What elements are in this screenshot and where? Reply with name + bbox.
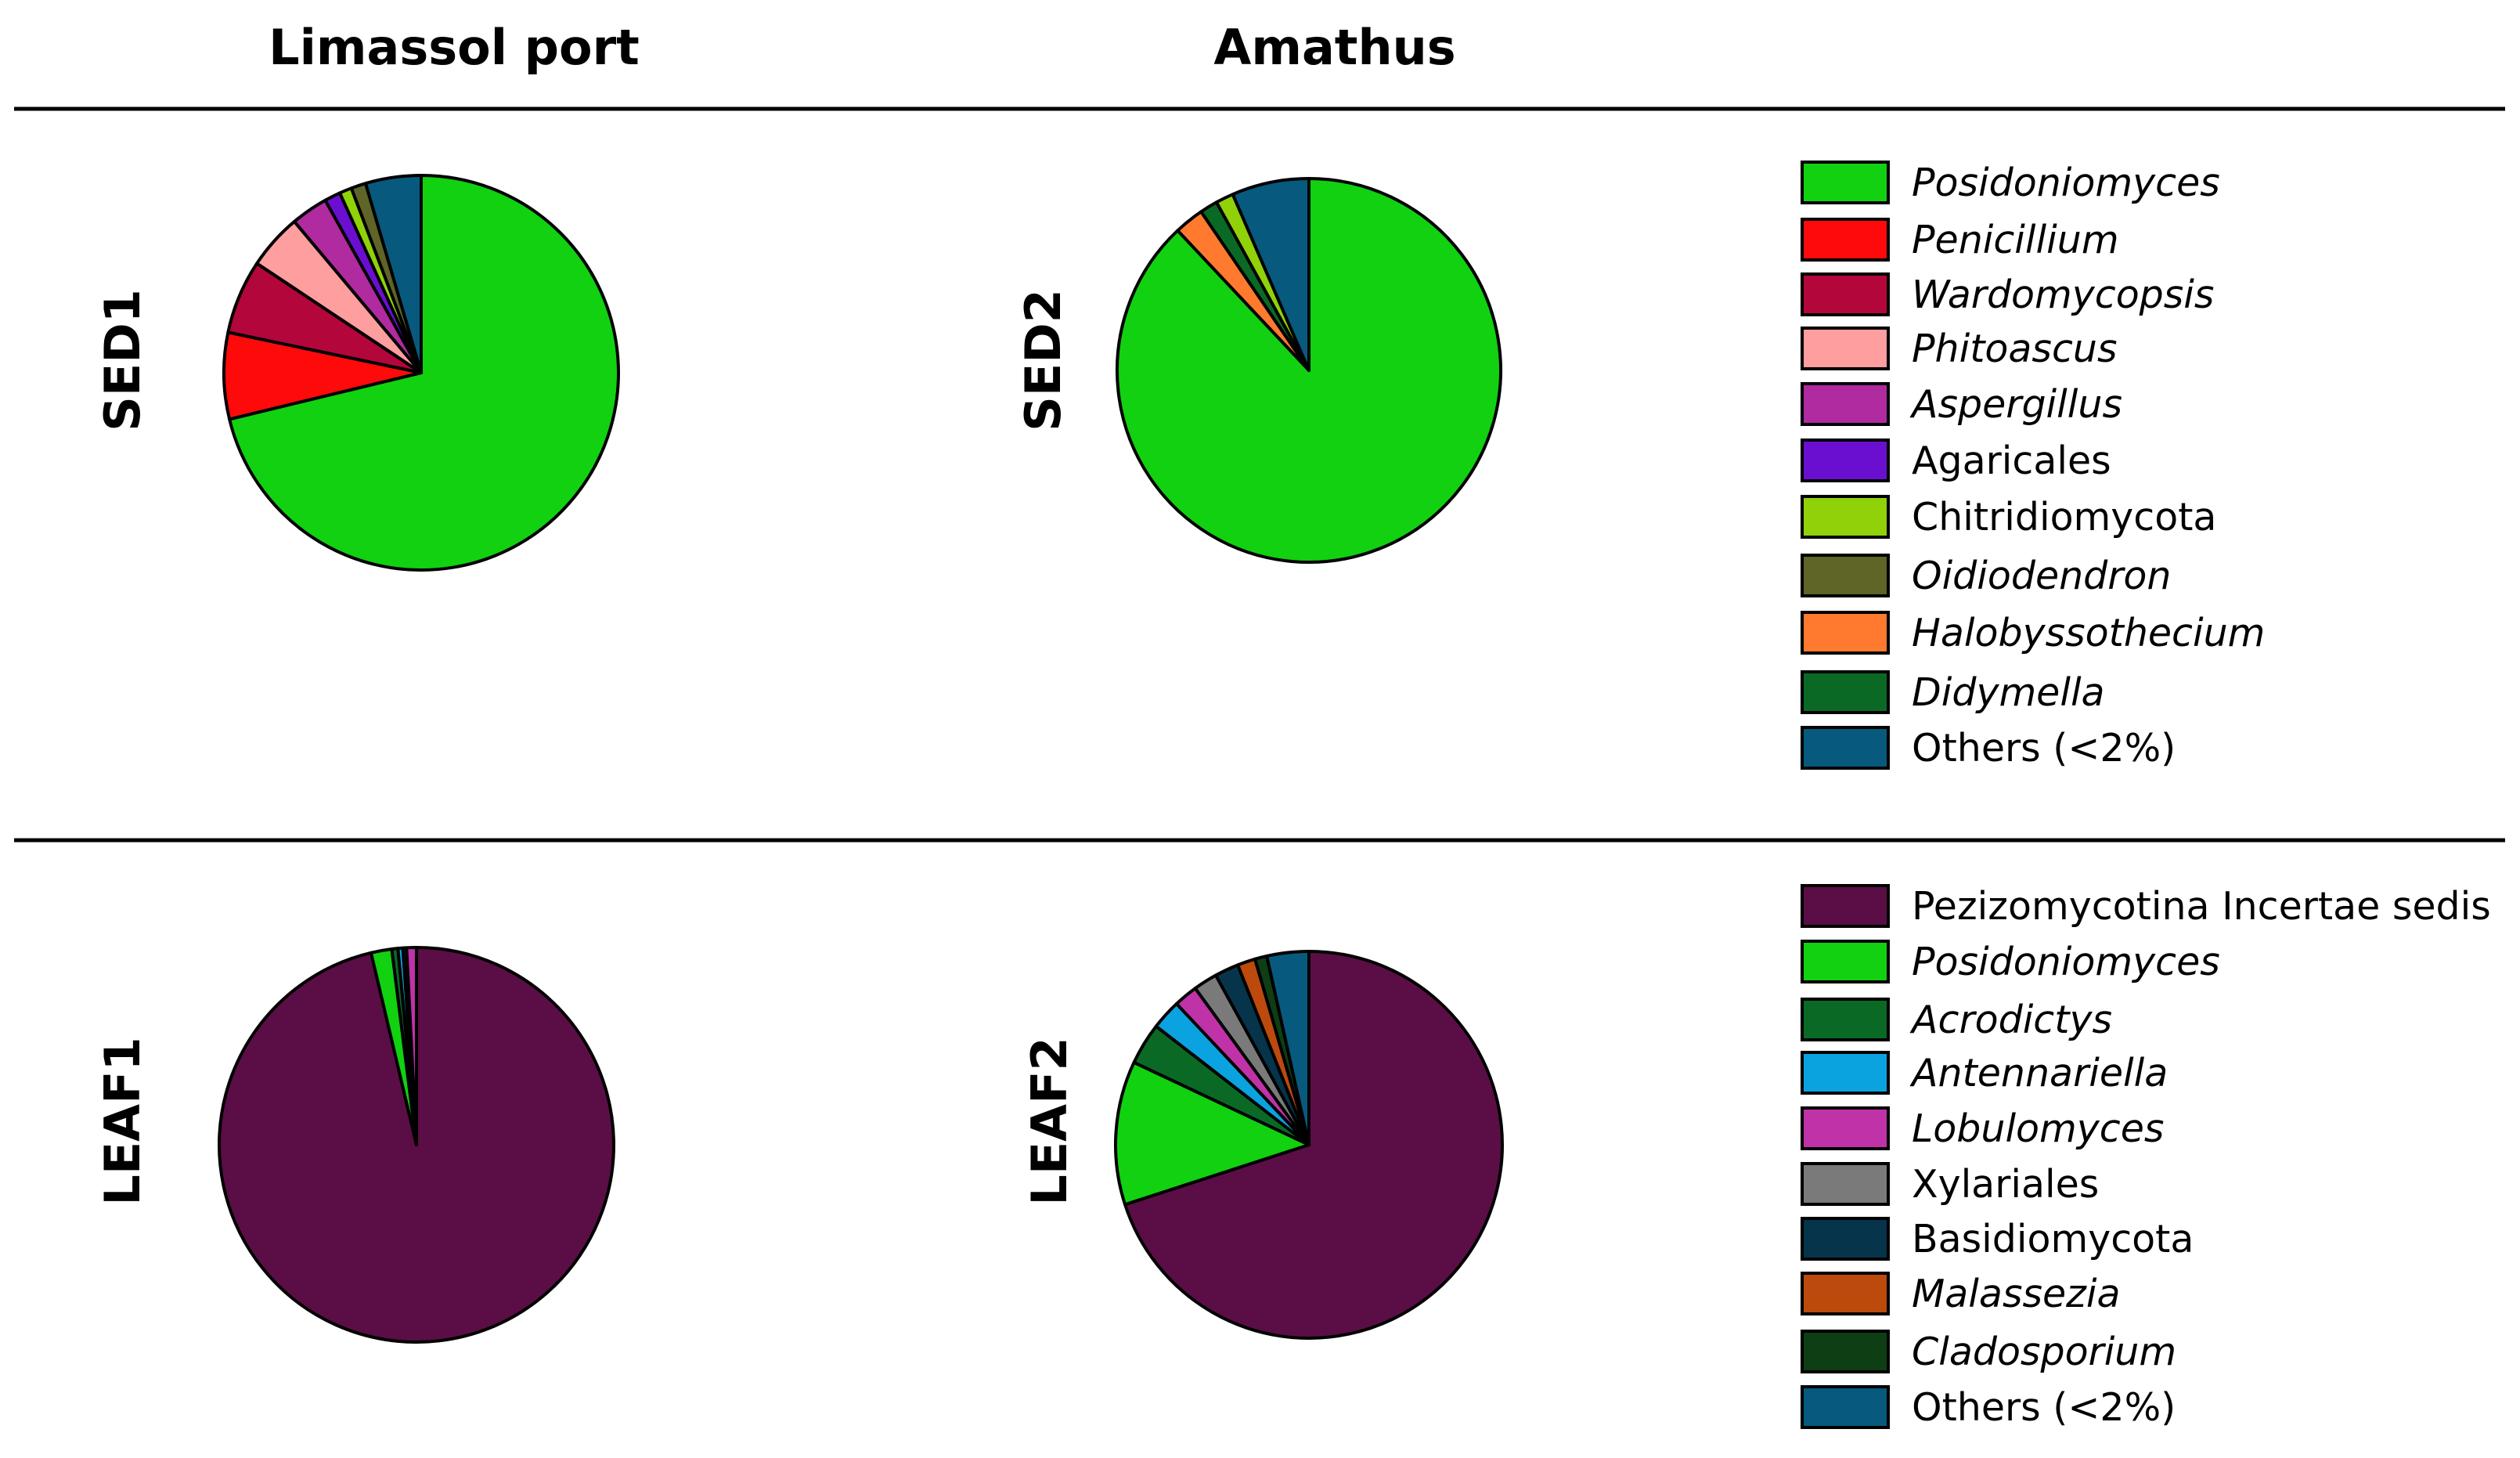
legend-label: Xylariales [1912, 1162, 2099, 1207]
legend-swatch [1801, 1051, 1890, 1095]
legend-label: Penicillium [1912, 218, 2119, 262]
legend-leaf: Pezizomycotina Incertae sedis Posidoniomy… [1801, 884, 2491, 1430]
legend-swatch [1801, 1385, 1890, 1429]
legend-label: Basidiomycota [1912, 1217, 2194, 1261]
legend-swatch [1801, 1162, 1890, 1206]
column-title-amathus: Amathus [1213, 19, 1455, 76]
pie-slice-leaf2-others-2 [1265, 950, 1310, 1146]
legend-swatch [1801, 1272, 1890, 1315]
row-label-sed1: SED1 [94, 289, 151, 431]
pie-chart-sed1 [222, 174, 620, 572]
legend-swatch [1801, 554, 1890, 597]
legend-swatch [1801, 495, 1890, 539]
legend-item-leaf-acrodictys: Acrodictys [1801, 998, 2112, 1042]
legend-swatch [1801, 940, 1890, 983]
legend-label: Didymella [1912, 670, 2105, 715]
legend-label: Acrodictys [1909, 998, 2112, 1042]
legend-swatch [1801, 726, 1890, 770]
pie-slice-sed2-others-2 [1231, 177, 1310, 372]
legend-label: Posidoniomyces [1912, 161, 2220, 205]
column-title-limassol: Limassol port [269, 19, 640, 76]
legend-item-leaf-malassezia: Malassezia [1801, 1272, 2121, 1316]
legend-swatch [1801, 382, 1890, 426]
legend-item-leaf-pezizomycotina-incertae-sedis: Pezizomycotina Incertae sedis [1801, 884, 2491, 929]
pie-chart-leaf2 [1114, 950, 1504, 1340]
legend-swatch [1801, 611, 1890, 655]
legend-label: Lobulomyces [1912, 1106, 2164, 1151]
legend-label: Aspergillus [1909, 382, 2122, 427]
legend-label: Phitoascus [1912, 327, 2118, 371]
legend-label: Malassezia [1912, 1272, 2121, 1316]
row-label-sed2: SED2 [1015, 289, 1072, 431]
legend-item-sediment-wardomycopsis: Wardomycopsis [1801, 272, 2214, 317]
legend-item-sediment-chitridiomycota: Chitridiomycota [1801, 495, 2216, 540]
pie-chart-sed2 [1116, 177, 1502, 564]
legend-label: Chitridiomycota [1912, 495, 2216, 540]
pie-slice-sed1-posidoniomyces [228, 174, 620, 572]
legend-swatch [1801, 1106, 1890, 1150]
legend-item-sediment-aspergillus: Aspergillus [1801, 382, 2122, 427]
legend-label: Wardomycopsis [1912, 272, 2214, 317]
legend-item-sediment-agaricales: Agaricales [1801, 438, 2111, 483]
legend-swatch [1801, 998, 1890, 1041]
legend-swatch [1801, 1330, 1890, 1373]
legend-item-sediment-others-2: Others (<2%) [1801, 726, 2176, 771]
pie-slice-sed1-penicillium [222, 330, 423, 421]
row-label-leaf1: LEAF1 [94, 1037, 151, 1205]
legend-item-leaf-cladosporium: Cladosporium [1801, 1330, 2176, 1374]
pie-chart-leaf1 [218, 946, 615, 1344]
legend-item-sediment-phitoascus: Phitoascus [1801, 327, 2118, 371]
legend-swatch [1801, 670, 1890, 714]
legend-label: Agaricales [1912, 438, 2111, 483]
legend-label: Pezizomycotina Incertae sedis [1912, 884, 2491, 929]
legend-swatch [1801, 438, 1890, 482]
pie-slice-leaf2-posidoniomyces [1114, 1060, 1310, 1207]
legend-label: Others (<2%) [1912, 726, 2176, 771]
legend-item-leaf-antennariella: Antennariella [1801, 1051, 2168, 1095]
legend-item-leaf-basidiomycota: Basidiomycota [1801, 1217, 2194, 1261]
legend-label: Cladosporium [1912, 1330, 2176, 1374]
legend-item-sediment-oidiodendron: Oidiodendron [1801, 554, 2171, 598]
legend-sediment: Posidoniomyces Penicillium Wardomycopsis Ph… [1801, 161, 2265, 771]
pie-slice-leaf1-lobulomyces [405, 946, 418, 1146]
legend-label: Antennariella [1909, 1051, 2168, 1095]
legend-swatch [1801, 884, 1890, 928]
legend-item-sediment-posidoniomyces: Posidoniomyces [1801, 161, 2220, 205]
pie-slice-sed1-others-2 [364, 174, 423, 374]
legend-item-sediment-didymella: Didymella [1801, 670, 2105, 715]
legend-item-sediment-halobyssothecium: Halobyssothecium [1801, 611, 2265, 655]
legend-label: Halobyssothecium [1912, 611, 2265, 655]
legend-swatch [1801, 161, 1890, 204]
legend-label: Posidoniomyces [1912, 940, 2220, 984]
row-label-leaf2: LEAF2 [1021, 1037, 1078, 1205]
legend-swatch [1801, 272, 1890, 316]
legend-item-sediment-penicillium: Penicillium [1801, 218, 2119, 262]
legend-label: Others (<2%) [1912, 1385, 2176, 1430]
legend-item-leaf-others-2: Others (<2%) [1801, 1385, 2176, 1430]
legend-swatch [1801, 218, 1890, 262]
legend-item-leaf-posidoniomyces: Posidoniomyces [1801, 940, 2220, 984]
pie-slice-leaf2-pezizomycotina-incertae-sedis [1123, 950, 1504, 1340]
legend-label: Oidiodendron [1912, 554, 2171, 598]
legend-swatch [1801, 1217, 1890, 1261]
legend-swatch [1801, 327, 1890, 370]
legend-item-leaf-lobulomyces: Lobulomyces [1801, 1106, 2164, 1151]
legend-item-leaf-xylariales: Xylariales [1801, 1162, 2099, 1207]
